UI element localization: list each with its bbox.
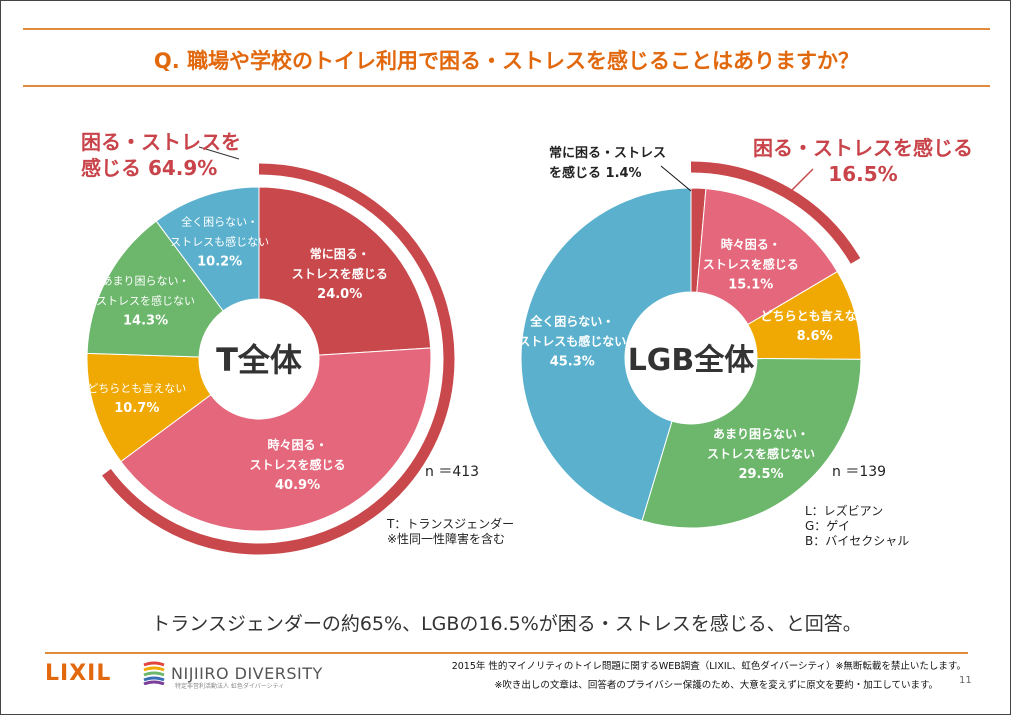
slice-value-label: 14.3%: [123, 314, 168, 329]
donut-chart-1: 時々困る・ストレスを感じる15.1%どちらとも言えない8.6%あまり困らない・ス…: [518, 161, 869, 529]
slice-1: [696, 188, 839, 326]
right-n: n ＝139: [832, 464, 887, 480]
rainbow-logo-icon: [143, 661, 165, 685]
right-callout-leader: [790, 168, 814, 192]
top-rule: [23, 28, 990, 30]
slice-category-label: 時々困る・: [721, 236, 781, 251]
slice-category-label: 常に困る・: [310, 246, 370, 261]
slice-category-label: ストレスを感じる: [250, 457, 346, 472]
right-highlight-line2: 16.5%: [828, 162, 898, 186]
left-highlight-line2: 感じる 64.9%: [81, 156, 218, 180]
nijiiro-logo: NIJIIRO DIVERSITY 特定非営利活動法人 虹色ダイバーシティ: [141, 661, 323, 690]
slice-value-label: 29.5%: [738, 467, 783, 482]
right-slice0-line1: 常に困る・ストレス: [549, 146, 667, 161]
slice-3: [641, 358, 862, 529]
slice-category-label: 全く困らない・: [181, 214, 258, 228]
center-label: T全体: [216, 341, 302, 379]
highlight-arc: [690, 161, 861, 264]
left-n: n ＝413: [425, 464, 480, 480]
slice-category-label: あまり困らない・: [102, 275, 190, 288]
source-note: 2015年 性的マイノリティのトイレ問題に関するWEB調査（LIXIL、虹色ダイ…: [451, 661, 966, 672]
right-slice0-leader: [660, 165, 692, 192]
slice-category-label: 全く困らない・: [529, 314, 614, 329]
center-label: LGB全体: [628, 343, 756, 378]
donut-chart-0: 常に困る・ストレスを感じる24.0%時々困る・ストレスを感じる40.9%どちらと…: [86, 163, 455, 555]
left-highlight-line1: 困る・ストレスを: [81, 130, 241, 154]
right-note-3: B：バイセクシャル: [805, 534, 910, 548]
right-highlight-label: 困る・ストレスを感じる 16.5%: [753, 135, 973, 187]
slice-0: [258, 186, 432, 356]
slice-value-label: 10.2%: [197, 254, 242, 269]
slice-value-label: 15.1%: [728, 277, 773, 292]
nijiiro-sub: 特定非営利活動法人 虹色ダイバーシティ: [175, 683, 285, 690]
slice-value-label: 10.7%: [114, 401, 159, 416]
slice-value-label: 40.9%: [275, 478, 320, 493]
slice-1: [120, 347, 432, 532]
slice-category-label: どちらとも言えない: [87, 382, 186, 395]
left-highlight-label: 困る・ストレスを 感じる 64.9%: [81, 129, 241, 181]
slice-category-label: ストレスも感じない: [518, 334, 626, 349]
slice-category-label: あまり困らない・: [713, 427, 809, 441]
slice-value-label: 45.3%: [550, 355, 595, 370]
slice-category-label: ストレスを感じる: [703, 256, 799, 271]
slice-value-label: 8.6%: [797, 329, 833, 344]
right-notes: L：レズビアン G：ゲイ B：バイセクシャル: [805, 504, 909, 549]
right-slice0-line2: を感じる 1.4%: [549, 166, 642, 181]
slice-category-label: ストレスを感じない: [96, 295, 195, 308]
page-number: 11: [959, 675, 972, 686]
summary-text: トランスジェンダーの約65%、LGBの16.5%が困る・ストレスを感じる、と回答…: [151, 613, 862, 635]
lixil-logo: LIXIL: [45, 661, 112, 686]
privacy-note: ※吹き出しの文章は、回答者のプライバシー保護のため、大意を変えずに原文を要約・加…: [494, 680, 938, 691]
page-title: Q. 職場や学校のトイレ利用で困る・ストレスを感じることはありますか？: [153, 49, 860, 73]
left-note-2: ※性同一性障害を含む: [387, 532, 506, 546]
right-slice0-label: 常に困る・ストレス を感じる 1.4%: [549, 144, 666, 184]
right-note-2: G：ゲイ: [805, 519, 851, 533]
slice-category-label: ストレスを感じる: [292, 266, 388, 281]
slice-category-label: どちらとも言えない: [761, 308, 869, 323]
nijiiro-name: NIJIIRO DIVERSITY: [171, 663, 323, 683]
slice-4: [520, 187, 692, 522]
slice-category-label: 時々困る・: [268, 437, 328, 452]
highlight-arc: [102, 163, 455, 555]
left-callout-leader: [198, 146, 240, 160]
right-note-1: L：レズビアン: [805, 504, 884, 518]
slice-category-label: ストレスを感じない: [707, 446, 815, 461]
footer-rule: [45, 652, 968, 654]
slice-category-label: ストレスも感じない: [170, 235, 269, 248]
slice-3: [86, 220, 224, 358]
slice-value-label: 24.0%: [317, 287, 362, 302]
left-notes: T：トランスジェンダー ※性同一性障害を含む: [387, 517, 514, 547]
right-highlight-line1: 困る・ストレスを感じる: [753, 136, 973, 160]
title-rule: [23, 85, 990, 87]
slice-4: [155, 186, 260, 312]
left-note-1: T：トランスジェンダー: [387, 517, 515, 531]
